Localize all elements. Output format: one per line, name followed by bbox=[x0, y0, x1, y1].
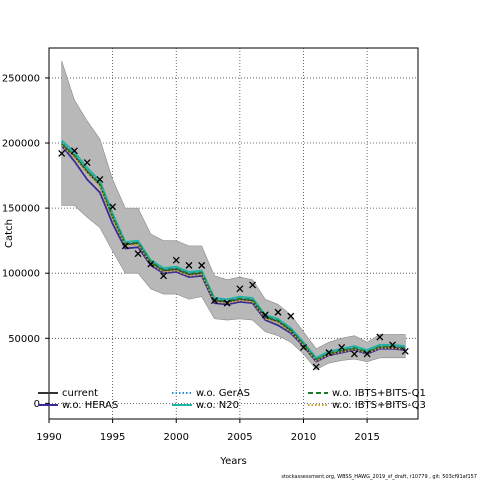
series-line bbox=[61, 143, 406, 361]
y-tick-label: 50000 bbox=[8, 334, 40, 345]
legend-label: w.o. GerAS bbox=[196, 388, 250, 399]
observed-point bbox=[401, 347, 409, 355]
observed-point bbox=[287, 312, 295, 320]
y-tick-label: 100000 bbox=[2, 269, 40, 280]
legend-label: w.o. N20 bbox=[196, 400, 239, 411]
observed-point bbox=[261, 311, 269, 319]
plot-frame bbox=[48, 47, 419, 420]
observed-point bbox=[160, 272, 167, 280]
observed-point bbox=[198, 261, 206, 269]
observed-point bbox=[83, 159, 91, 167]
y-axis-label: Catch bbox=[4, 219, 15, 248]
observed-point bbox=[70, 147, 78, 155]
observed-point bbox=[363, 350, 371, 358]
y-tick-label: 200000 bbox=[2, 139, 40, 150]
legend-label: w.o. IBTS+BITS-Q1 bbox=[332, 388, 426, 399]
series-line bbox=[61, 144, 406, 363]
observed-point bbox=[350, 350, 358, 358]
confidence-band-area bbox=[61, 60, 406, 370]
y-tick-label: 250000 bbox=[2, 73, 40, 84]
y-tick-label: 150000 bbox=[2, 204, 40, 215]
x-tick-label: 2000 bbox=[164, 432, 189, 443]
footnote: stockassessment.org, WBSS_HAWG_2019_sf_d… bbox=[281, 474, 477, 480]
observed-point bbox=[210, 297, 218, 304]
confidence-band bbox=[61, 60, 406, 370]
legend-label: w.o. HERAS bbox=[62, 400, 118, 411]
observed-point bbox=[325, 349, 333, 357]
observed-points bbox=[58, 147, 409, 371]
observed-point bbox=[147, 260, 155, 268]
observed-point bbox=[389, 341, 397, 349]
observed-point bbox=[376, 333, 384, 341]
legend-label: current bbox=[62, 388, 98, 399]
x-axis-ticks: 1990 1995 2000 2005 2010 2015 bbox=[36, 419, 380, 443]
observed-point bbox=[134, 250, 142, 258]
x-tick-label: 1990 bbox=[36, 432, 61, 443]
series-line bbox=[61, 139, 406, 359]
x-tick-label: 1995 bbox=[100, 432, 125, 443]
observed-point bbox=[121, 242, 129, 250]
x-tick-label: 2015 bbox=[354, 432, 379, 443]
legend-entry: w.o. N20 bbox=[172, 400, 239, 411]
observed-point bbox=[223, 299, 231, 307]
observed-point bbox=[338, 343, 346, 351]
observed-point bbox=[274, 308, 282, 316]
y-axis-ticks: 0 50000 100000 150000 200000 250000 bbox=[2, 73, 49, 410]
legend-entry: w.o. GerAS bbox=[172, 388, 250, 399]
observed-point bbox=[185, 261, 193, 269]
x-tick-label: 2010 bbox=[291, 432, 316, 443]
observed-point bbox=[109, 203, 117, 211]
observed-point bbox=[249, 281, 257, 289]
observed-point bbox=[96, 176, 104, 183]
observed-point bbox=[300, 343, 307, 351]
observed-point bbox=[236, 285, 244, 293]
observed-point bbox=[58, 149, 66, 157]
legend-entry: w.o. HERAS bbox=[38, 400, 118, 411]
observed-point bbox=[312, 363, 320, 371]
legend-entry: w.o. IBTS+BITS-Q3 bbox=[308, 400, 426, 411]
legend-entry: w.o. IBTS+BITS-Q1 bbox=[308, 388, 426, 399]
observed-point bbox=[172, 256, 180, 264]
series-lines bbox=[61, 139, 406, 363]
series-line bbox=[61, 145, 406, 363]
legend-label: w.o. IBTS+BITS-Q3 bbox=[332, 400, 426, 411]
x-axis-label: Years bbox=[219, 456, 246, 467]
x-tick-label: 2005 bbox=[227, 432, 252, 443]
y-tick-label: 0 bbox=[34, 399, 40, 410]
legend-entry: current bbox=[38, 388, 98, 399]
